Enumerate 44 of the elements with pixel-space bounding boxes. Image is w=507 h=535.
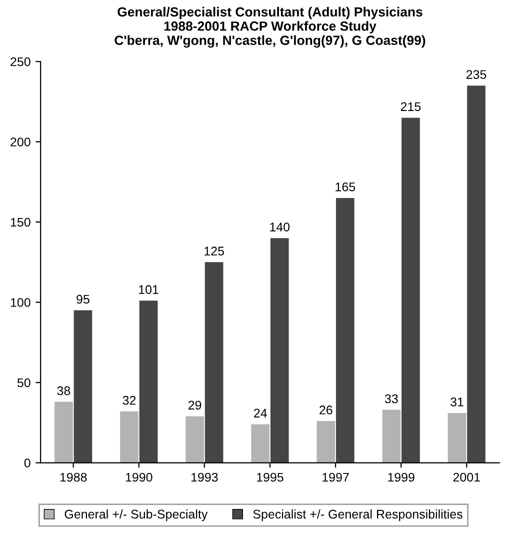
bar	[74, 310, 92, 463]
x-tick-label: 1993	[191, 472, 218, 482]
bar	[186, 416, 204, 463]
legend-label: General +/- Sub-Specialty	[64, 509, 208, 522]
y-tick-label: 200	[10, 138, 30, 146]
chart-title: General/Specialist Consultant (Adult) Physicians 1988-2001 RACP Workforce Study C'berra, W'gong, N'castle, G'long(97), G Coast(99)	[114, 6, 426, 48]
bar	[139, 300, 158, 463]
bar	[270, 238, 289, 463]
data-label: 125	[204, 246, 224, 256]
bar	[204, 262, 224, 463]
bar	[382, 410, 401, 463]
data-label: 140	[270, 222, 290, 232]
bar	[54, 402, 73, 463]
data-label: 165	[336, 182, 356, 192]
bar	[336, 198, 354, 463]
y-tick-label: 150	[10, 218, 30, 227]
data-label: 101	[139, 285, 158, 294]
y-tick-label: 100	[10, 298, 30, 307]
data-label: 24	[254, 408, 267, 418]
data-label: 215	[400, 102, 421, 112]
data-label: 26	[320, 406, 332, 414]
legend-label: Specialist +/- General Responsibilities	[253, 509, 462, 522]
bar	[467, 86, 486, 463]
data-label: 95	[76, 294, 90, 304]
data-label: 32	[122, 396, 136, 405]
data-label: 31	[450, 398, 464, 406]
x-tick-label: 1988	[60, 472, 87, 482]
bar	[316, 421, 336, 463]
y-tick-label: 0	[24, 458, 30, 468]
x-tick-label: 1995	[257, 472, 284, 482]
x-tick-label: 1997	[322, 472, 349, 482]
data-label: 33	[384, 394, 398, 404]
bar	[448, 413, 466, 463]
x-tick-label: 1990	[126, 472, 152, 482]
data-label: 38	[57, 386, 70, 396]
x-tick-label: 1999	[388, 472, 414, 482]
data-label: 235	[466, 70, 486, 79]
x-tick-label: 2001	[453, 472, 480, 482]
y-tick-label: 50	[17, 378, 30, 388]
bar	[251, 424, 270, 463]
y-tick-label: 250	[10, 57, 30, 66]
bar	[120, 411, 138, 463]
bar	[402, 118, 420, 463]
data-label: 29	[188, 400, 202, 410]
